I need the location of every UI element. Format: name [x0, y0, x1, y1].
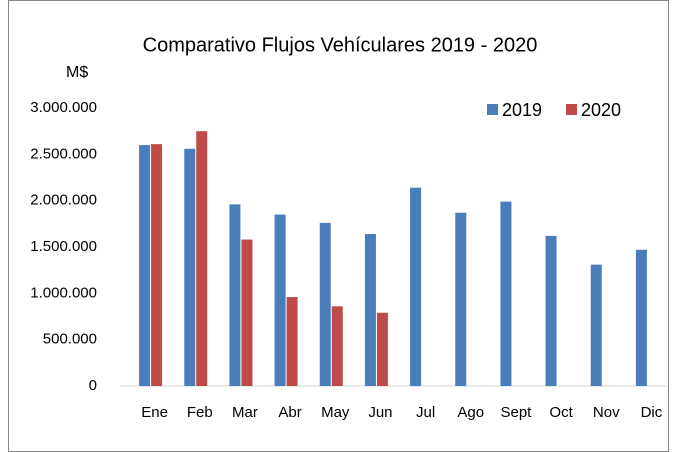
legend-swatch [487, 104, 498, 115]
bar [229, 204, 241, 386]
x-tick-label: Dic [641, 404, 663, 421]
x-tick-label: Ago [457, 404, 484, 421]
bar [364, 234, 376, 386]
bar [455, 212, 467, 386]
bar [331, 306, 343, 386]
x-tick-label: Jul [416, 404, 435, 421]
bar [500, 201, 512, 386]
x-tick-label: Nov [593, 404, 620, 421]
chart-title: Comparativo Flujos Vehículares 2019 - 20… [143, 34, 538, 56]
y-tick-label: 0 [89, 377, 97, 394]
y-axis-label: M$ [66, 64, 88, 81]
bar [274, 214, 286, 386]
x-tick-label: Jun [368, 404, 392, 421]
y-tick-label: 1.500.000 [30, 238, 97, 255]
bar [376, 312, 388, 386]
legend-swatch [566, 104, 577, 115]
bar [184, 148, 196, 386]
x-tick-label: Mar [232, 404, 258, 421]
x-tick-label: Sept [500, 404, 532, 421]
y-tick-label: 2.500.000 [30, 145, 97, 162]
legend-label: 2020 [581, 100, 621, 120]
bar [139, 145, 151, 386]
bar [151, 144, 163, 386]
bar [286, 297, 298, 386]
x-tick-label: Oct [549, 404, 573, 421]
bar [635, 249, 647, 386]
bar [241, 239, 253, 386]
x-tick-label: Feb [187, 404, 213, 421]
legend-label: 2019 [502, 100, 542, 120]
y-tick-label: 1.000.000 [30, 284, 97, 301]
y-tick-label: 500.000 [43, 331, 97, 348]
x-tick-label: Ene [141, 404, 168, 421]
bar [410, 187, 422, 386]
x-tick-label: May [321, 404, 350, 421]
bar [590, 264, 602, 386]
x-tick-label: Abr [278, 404, 301, 421]
y-tick-label: 3.000.000 [30, 99, 97, 116]
bar [319, 222, 331, 386]
bar [196, 131, 208, 386]
y-tick-label: 2.000.000 [30, 192, 97, 209]
bar [545, 235, 557, 386]
